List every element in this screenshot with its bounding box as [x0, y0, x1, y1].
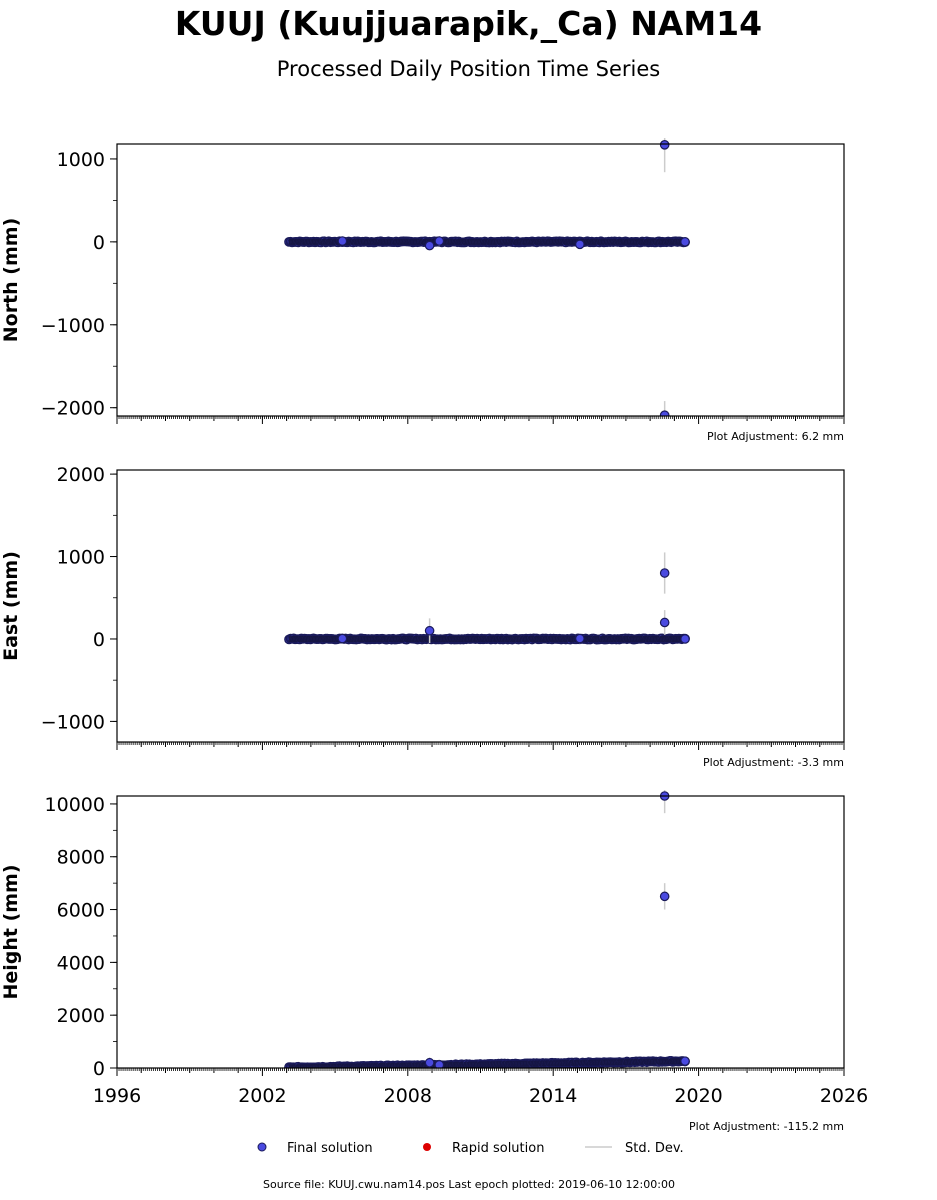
- plot-area: [284, 790, 690, 1068]
- legend-final-marker: [257, 1142, 267, 1152]
- legend-rapid-marker: [423, 1143, 431, 1151]
- plot-frame: [116, 469, 845, 743]
- panels: −2000 −1000 0 1000 North (mm) Plot Adjustment…: [0, 138, 868, 1133]
- y-tick-label: 2000: [57, 1005, 105, 1027]
- plot-area: [284, 138, 690, 416]
- data-point: [337, 633, 348, 644]
- y-tick-label: 2000: [57, 464, 105, 486]
- data-point: [659, 410, 670, 416]
- data-point: [680, 1056, 690, 1066]
- data-point: [680, 634, 690, 644]
- x-tick-label: 2002: [238, 1085, 286, 1107]
- y-axis-label: Height (mm): [0, 864, 22, 999]
- series-density-band: [289, 1058, 686, 1068]
- legend-stddev-label: Std. Dev.: [625, 1141, 684, 1156]
- data-point: [659, 891, 670, 902]
- data-point: [659, 617, 670, 628]
- y-tick-label: 1000: [57, 547, 105, 569]
- y-tick-label: 1000: [57, 149, 105, 171]
- chart-title: KUUJ (Kuujjuarapik,_Ca) NAM14: [174, 4, 763, 43]
- panel-3: 0 2000 4000 6000 8000 10000 Height (mm) Plot Ad…: [0, 790, 868, 1133]
- data-point: [424, 625, 435, 636]
- data-point: [434, 1060, 445, 1068]
- data-point: [337, 236, 348, 246]
- plot-adjustment-note: Plot Adjustment: -3.3 mm: [703, 756, 844, 769]
- y-axis-label: North (mm): [0, 218, 22, 343]
- source-footnote: Source file: KUUJ.cwu.nam14.pos Last epo…: [263, 1178, 675, 1191]
- x-tick-label: 2014: [529, 1085, 577, 1107]
- y-tick-label: 8000: [57, 847, 105, 869]
- plot-area: [284, 552, 690, 645]
- x-tick-label: 2020: [674, 1085, 722, 1107]
- x-tick-label: 2026: [820, 1085, 868, 1107]
- chart-subtitle: Processed Daily Position Time Series: [276, 57, 661, 81]
- y-tick-label: −1000: [41, 711, 105, 733]
- data-point: [659, 568, 670, 578]
- legend-rapid-label: Rapid solution: [452, 1141, 544, 1156]
- plot-adjustment-note: Plot Adjustment: 6.2 mm: [707, 430, 844, 443]
- panel-1: −2000 −1000 0 1000 North (mm) Plot Adjustment…: [0, 138, 845, 443]
- data-point: [424, 1057, 435, 1068]
- data-point: [575, 633, 585, 644]
- data-point: [575, 239, 585, 250]
- y-tick-label: 10000: [45, 794, 105, 816]
- y-tick-label: 0: [93, 629, 105, 651]
- x-tick-label: 2008: [384, 1085, 432, 1107]
- data-point: [434, 236, 445, 246]
- legend: Final solution Rapid solution Std. Dev.: [257, 1141, 684, 1156]
- x-tick-label: 1996: [93, 1085, 141, 1107]
- y-axis-label: East (mm): [0, 551, 22, 661]
- data-point: [659, 140, 670, 150]
- y-tick-label: 4000: [57, 952, 105, 974]
- y-tick-label: −1000: [41, 315, 105, 337]
- y-tick-label: 0: [93, 232, 105, 254]
- plot-frame: [116, 143, 845, 417]
- data-point: [680, 237, 690, 247]
- legend-final-label: Final solution: [287, 1141, 373, 1156]
- y-tick-label: −2000: [41, 398, 105, 420]
- y-tick-label: 0: [93, 1058, 105, 1080]
- plot-frame: [116, 795, 845, 1069]
- plot-adjustment-note: Plot Adjustment: -115.2 mm: [689, 1120, 844, 1133]
- y-tick-label: 6000: [57, 900, 105, 922]
- data-point: [424, 240, 435, 251]
- panel-2: −1000 0 1000 2000 East (mm) Plot Adjustment: …: [0, 464, 845, 769]
